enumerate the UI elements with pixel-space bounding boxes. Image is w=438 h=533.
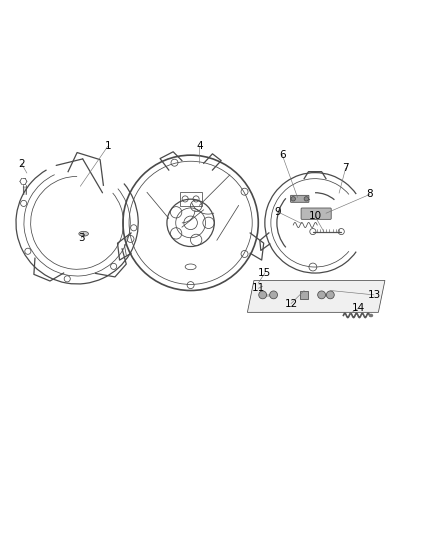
Circle shape: [259, 291, 267, 299]
Bar: [180, 192, 201, 206]
Circle shape: [270, 291, 278, 299]
FancyBboxPatch shape: [301, 208, 331, 220]
Text: 14: 14: [352, 303, 365, 313]
Text: 6: 6: [279, 150, 286, 160]
Text: 11: 11: [252, 284, 265, 293]
Circle shape: [318, 291, 325, 299]
Text: 9: 9: [275, 207, 281, 217]
Text: 3: 3: [78, 233, 85, 243]
Text: 10: 10: [308, 211, 321, 221]
Circle shape: [326, 291, 334, 299]
Text: 2: 2: [18, 159, 25, 169]
Text: 7: 7: [343, 163, 349, 173]
Text: 4: 4: [196, 141, 203, 151]
FancyBboxPatch shape: [290, 195, 309, 203]
Ellipse shape: [79, 231, 88, 236]
Text: 8: 8: [366, 189, 373, 199]
Bar: [300, 291, 307, 299]
Text: 13: 13: [367, 290, 381, 300]
Circle shape: [291, 197, 295, 201]
Text: 15: 15: [258, 268, 272, 278]
Polygon shape: [247, 280, 385, 312]
Circle shape: [304, 197, 308, 201]
Text: 12: 12: [284, 298, 298, 309]
Text: 1: 1: [104, 141, 111, 151]
